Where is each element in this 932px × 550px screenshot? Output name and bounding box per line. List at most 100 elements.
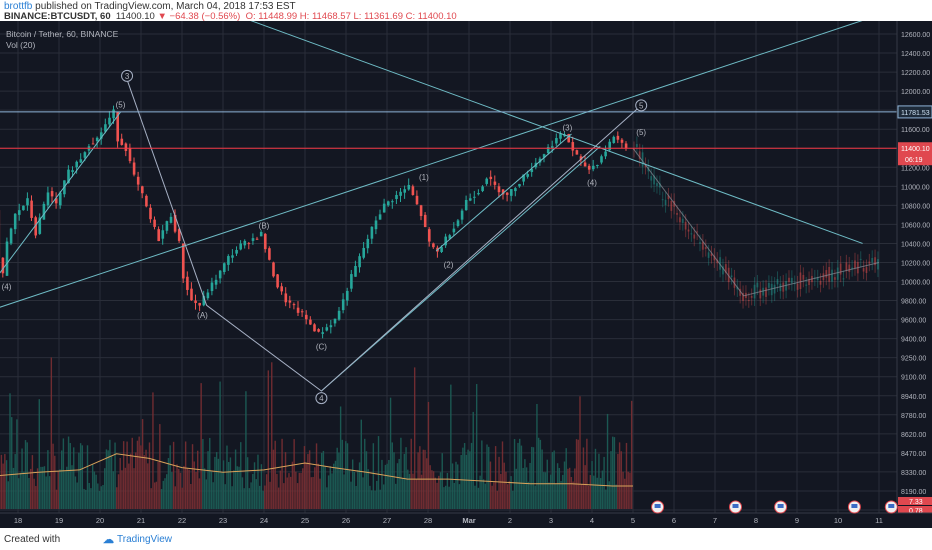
- volume-bar: [71, 465, 73, 509]
- price-chart[interactable]: (3)(4)3(5)(A)(B)(C)4(1)(2)(3)(4)5(5)1260…: [0, 21, 932, 528]
- candle-body: [604, 151, 607, 157]
- projection-body: [819, 280, 822, 285]
- volume-bar: [491, 485, 493, 509]
- volume-bar: [419, 446, 421, 509]
- volume-bar: [197, 450, 199, 509]
- projection-body: [776, 279, 779, 285]
- candle-body: [366, 238, 370, 249]
- volume-bar: [627, 471, 629, 509]
- volume-bar: [584, 465, 586, 509]
- volume-bar: [364, 438, 366, 509]
- volume-bar: [439, 472, 442, 509]
- volume-bar: [551, 452, 554, 509]
- volume-bar: [351, 459, 354, 509]
- volume-bar: [54, 455, 56, 509]
- candle-body: [100, 132, 103, 139]
- projection-body: [862, 268, 865, 272]
- volume-bar: [474, 485, 476, 509]
- volume-bar: [140, 445, 142, 509]
- candle-body: [132, 162, 136, 175]
- candle-body: [530, 169, 534, 173]
- candle-body: [313, 324, 316, 332]
- tradingview-brand[interactable]: TradingView: [117, 534, 173, 545]
- volume-bar: [102, 485, 104, 509]
- projection-body: [822, 273, 825, 281]
- candle-body: [395, 194, 398, 200]
- volume-bar: [269, 481, 271, 509]
- volume-bar: [57, 471, 59, 509]
- volume-bar: [19, 472, 22, 509]
- candle-body: [501, 189, 505, 195]
- candle-body: [616, 135, 620, 140]
- candle-body: [456, 220, 460, 226]
- author-link[interactable]: brottfb: [4, 1, 33, 12]
- volume-bar: [537, 437, 540, 509]
- projection-body: [845, 262, 848, 271]
- volume-bar: [379, 489, 381, 509]
- volume-bar: [630, 400, 633, 509]
- volume-bar: [55, 489, 58, 509]
- y-tick-label: 8780.00: [901, 413, 926, 420]
- volume-bar: [377, 436, 380, 509]
- candle-body: [551, 146, 554, 149]
- candle-body: [481, 186, 484, 192]
- volume-bar: [629, 472, 631, 509]
- resistance-tag: [897, 105, 932, 119]
- volume-bar: [289, 476, 292, 509]
- x-tick-label: 26: [342, 516, 350, 525]
- projection-body: [848, 264, 851, 272]
- projection-body: [770, 283, 773, 296]
- x-tick-label: 10: [834, 516, 842, 525]
- wave-label: (C): [316, 342, 327, 351]
- candle-body: [440, 247, 443, 253]
- candle-body: [259, 231, 263, 237]
- candle-body: [382, 203, 386, 213]
- volume-bar: [455, 461, 457, 509]
- wave-label-circle: [635, 99, 648, 112]
- volume-bar: [500, 473, 502, 509]
- volume-bar: [579, 396, 581, 509]
- volume-bar: [308, 450, 311, 509]
- candle-body: [186, 276, 189, 290]
- projection-body: [707, 252, 710, 258]
- wave-label: (5): [636, 128, 646, 137]
- candle-body: [448, 235, 452, 239]
- chart-area[interactable]: (3)(4)3(5)(A)(B)(C)4(1)(2)(3)(4)5(5)1260…: [0, 21, 932, 528]
- candle-body: [214, 279, 218, 285]
- volume-bar: [370, 490, 373, 509]
- candle-body: [452, 228, 456, 233]
- symbol-line: BINANCE:BTCUSDT, 60 11400.10 ▼ −64.38 (−…: [4, 11, 457, 22]
- candle-body: [407, 184, 411, 190]
- publish-info: published on TradingView.com, March 04, …: [32, 1, 296, 12]
- x-tick-label: 8: [754, 516, 758, 525]
- candle-body: [587, 165, 591, 170]
- volume-bar: [200, 383, 202, 509]
- y-tick-label: 12600.00: [901, 32, 930, 39]
- volume-bar: [28, 478, 30, 509]
- projection-body: [767, 282, 770, 288]
- volume-bar: [209, 437, 211, 509]
- y-tick-label: 9800.00: [901, 299, 926, 306]
- candle-body: [477, 193, 480, 195]
- candle-body: [575, 150, 579, 155]
- volume-bar: [255, 479, 257, 509]
- projection-body: [650, 176, 653, 181]
- event-flag-stripe: [732, 504, 739, 508]
- candle-body: [42, 203, 46, 220]
- tradingview-logo-icon: ☁: [103, 534, 114, 546]
- projection-body: [753, 284, 756, 299]
- candle-body: [95, 137, 99, 142]
- volume-bar: [625, 442, 628, 509]
- volume-bar: [21, 448, 23, 509]
- y-tick-label: 10800.00: [901, 203, 930, 210]
- volume-tag-label: 0.78: [909, 508, 923, 515]
- volume-bar: [577, 439, 579, 509]
- volume-bar: [320, 452, 323, 509]
- projection-body: [699, 242, 702, 244]
- volume-bar: [276, 473, 278, 509]
- volume-bar: [179, 472, 182, 509]
- volume-bar: [505, 471, 507, 509]
- volume-bar: [451, 463, 454, 509]
- candle-body: [22, 205, 25, 211]
- falling-trend-line: [250, 21, 863, 244]
